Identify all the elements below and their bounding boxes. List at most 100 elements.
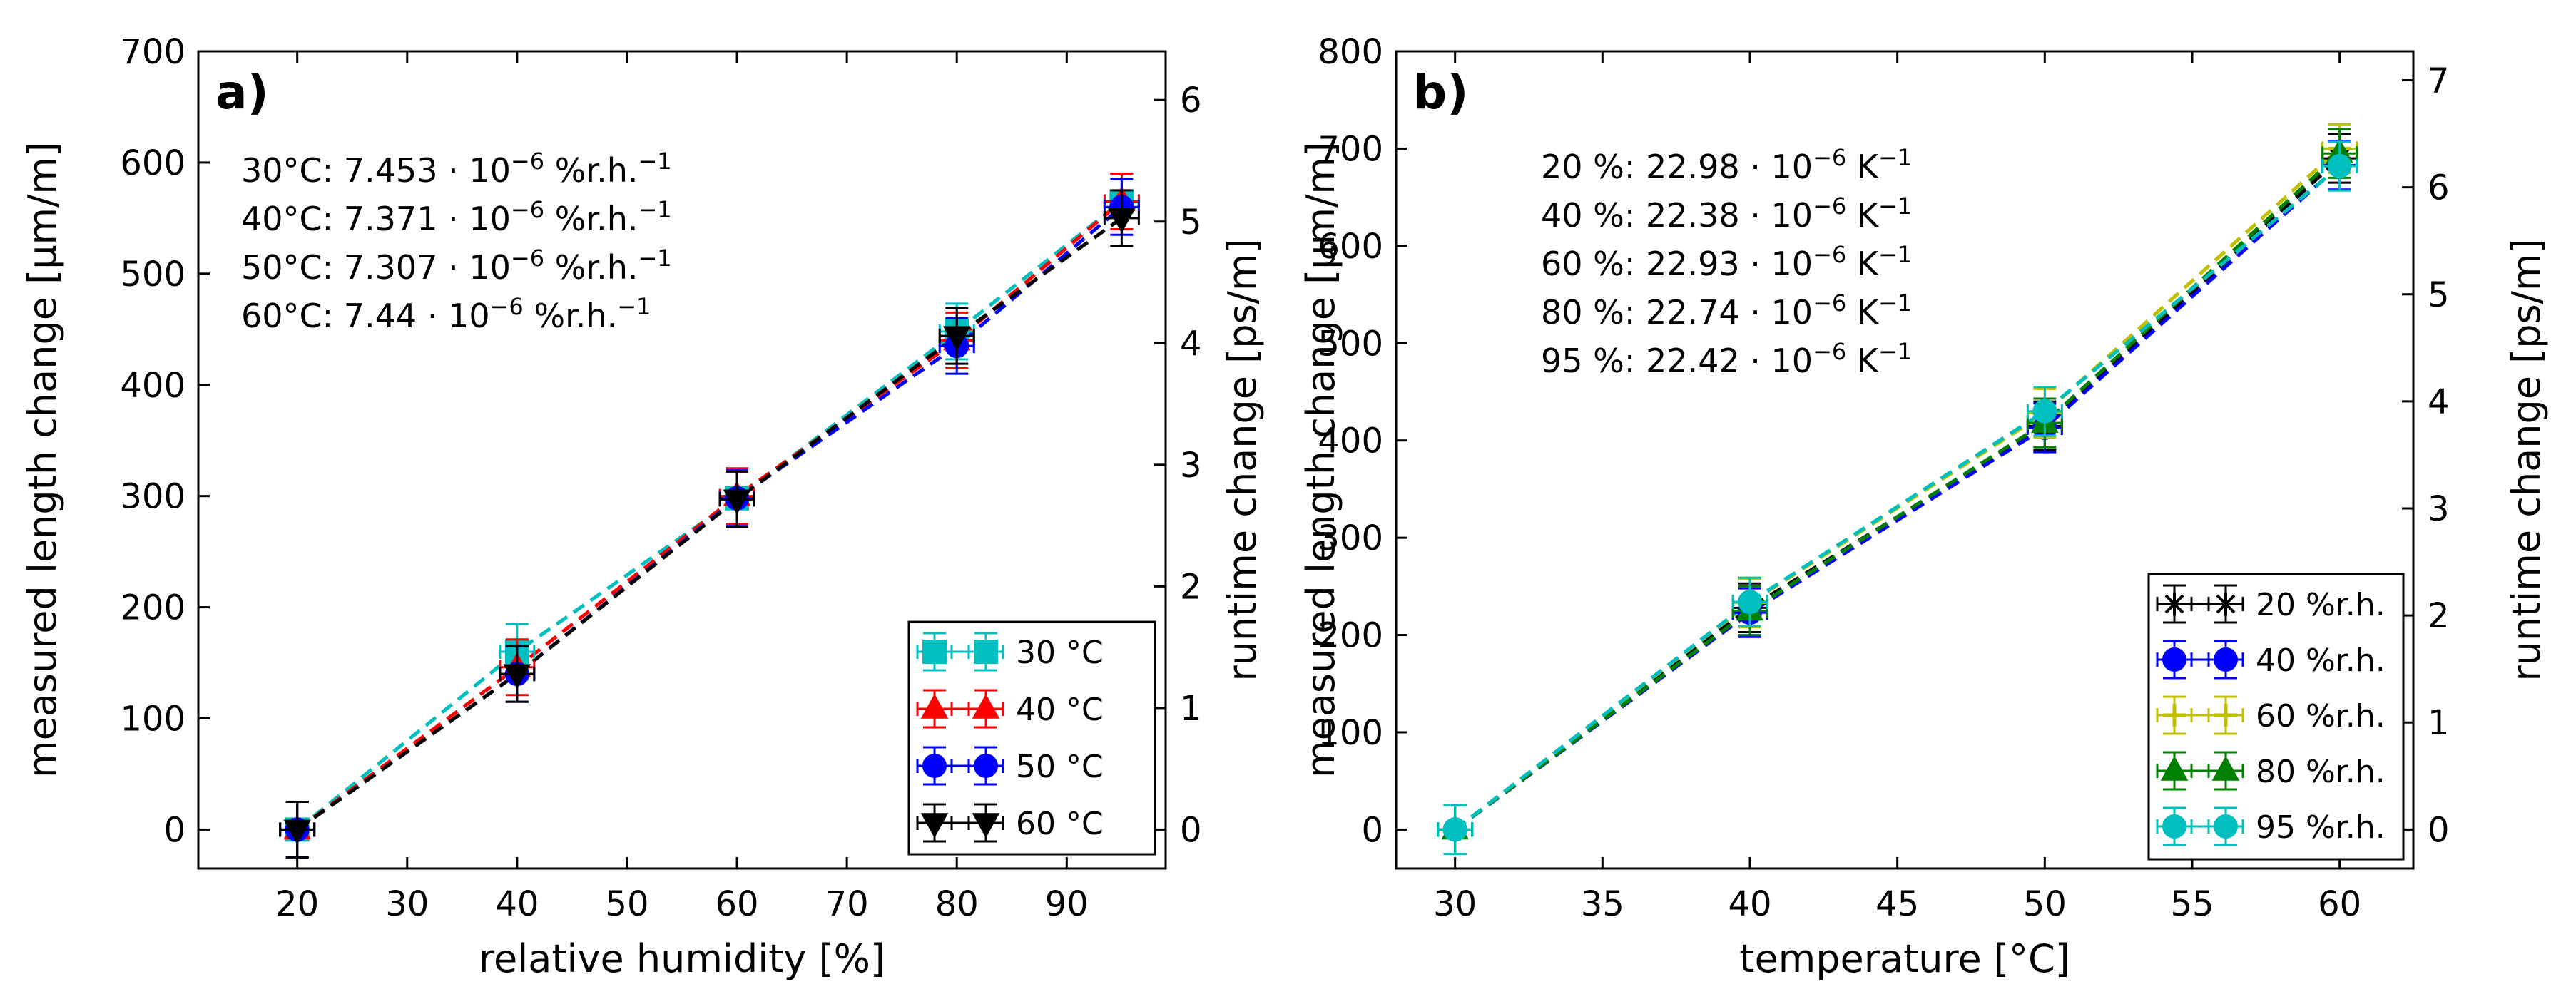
y2-tick-label: 4 [2428, 382, 2450, 422]
x-tick-label: 30 [385, 884, 429, 924]
y-tick-label: 100 [1318, 713, 1383, 753]
annotation-prefix: 30°C: 7.453 · 10 [241, 151, 511, 190]
legend: 30 °C 40 °C 50 °C 60 °C [907, 620, 1156, 856]
x-tick-label: 60 [2318, 884, 2361, 924]
legend-1-right-marker [972, 693, 1000, 719]
y-tick-label: 0 [163, 810, 185, 850]
legend-2-right-marker [2214, 704, 2237, 727]
y-tick-label: 700 [120, 32, 185, 72]
legend-1-left-marker [920, 693, 949, 719]
plot-frame [197, 50, 1167, 870]
y-tick-label: 400 [1318, 421, 1383, 461]
annotation-exp: −6 [1813, 290, 1846, 317]
legend-0-left-marker [2163, 593, 2186, 615]
legend-2-left-marker [922, 754, 947, 778]
annotation-exp: −6 [1813, 144, 1846, 171]
annotation-unit: %r.h. [544, 151, 638, 190]
slope-annotation-3: 60°C: 7.44 · 10−6 %r.h.−1 [241, 293, 651, 335]
series-1-line [1454, 163, 2341, 831]
y2-tick-label: 0 [1180, 810, 1202, 850]
annotation-unit_exp: −1 [1878, 241, 1912, 268]
series-4-line [1454, 165, 2341, 831]
legend-label-2: 60 %r.h. [2256, 698, 2386, 734]
y2-tick-label: 2 [1180, 567, 1202, 607]
x-tick-label: 70 [825, 884, 869, 924]
annotation-unit_exp: −1 [617, 293, 651, 320]
slope-annotation-0: 30°C: 7.453 · 10−6 %r.h.−1 [241, 148, 672, 190]
y2-tick-label: 5 [1180, 203, 1202, 242]
y-axis-label: measured length change [μm/m] [20, 142, 65, 778]
y2-tick-label: 3 [1180, 446, 1202, 486]
y2-tick-label: 3 [2428, 489, 2450, 529]
annotation-exp: −6 [1813, 193, 1846, 220]
y-tick-label: 200 [120, 588, 185, 628]
legend-label-3: 60 °C [1016, 806, 1104, 842]
slope-annotation-1: 40 %: 22.38 · 10−6 K−1 [1541, 193, 1912, 235]
slope-annotation-3: 80 %: 22.74 · 10−6 K−1 [1541, 290, 1912, 332]
legend-3-right-marker [972, 813, 1000, 839]
y2-tick-label: 2 [2428, 596, 2450, 636]
legend-label-4: 95 %r.h. [2256, 809, 2386, 846]
y-tick-label: 200 [1318, 616, 1383, 656]
legend-2-right-marker [974, 754, 998, 778]
series-4-point-3-marker [2327, 153, 2352, 178]
legend-label-0: 30 °C [1016, 635, 1104, 671]
series-3-point-4-marker [1108, 208, 1136, 234]
annotation-unit: K [1846, 342, 1880, 380]
legend-label-0: 20 %r.h. [2256, 587, 2386, 623]
y2-tick-label: 6 [2428, 168, 2450, 208]
y2-axis-label: runtime change [ps/m] [1220, 238, 1265, 681]
y-axis-label: measured length change [μm/m] [1298, 142, 1343, 778]
y-tick-label: 500 [1318, 324, 1383, 364]
x-axis-label: temperature [°C] [1739, 936, 2070, 981]
panel-label: b) [1413, 65, 1468, 120]
annotation-prefix: 60 %: 22.93 · 10 [1541, 245, 1813, 283]
annotation-unit_exp: −1 [1878, 144, 1912, 171]
x-tick-label: 80 [935, 884, 979, 924]
slope-annotation-1: 40°C: 7.371 · 10−6 %r.h.−1 [241, 196, 672, 238]
y-tick-label: 500 [120, 255, 185, 294]
annotation-unit: K [1846, 293, 1880, 332]
y-tick-label: 100 [120, 700, 185, 739]
annotation-prefix: 80 %: 22.74 · 10 [1541, 293, 1813, 332]
x-tick-label: 40 [1728, 884, 1771, 924]
annotation-unit: K [1846, 196, 1880, 235]
annotation-prefix: 50°C: 7.307 · 10 [241, 248, 511, 287]
annotation-exp: −6 [511, 148, 544, 175]
annotation-prefix: 95 %: 22.42 · 10 [1541, 342, 1813, 380]
annotation-unit_exp: −1 [638, 148, 671, 175]
x-axis-label: relative humidity [%] [479, 936, 885, 981]
annotation-exp: −6 [490, 293, 524, 320]
legend-4-right-marker [2214, 814, 2238, 839]
y-tick-label: 800 [1318, 32, 1383, 72]
annotation-unit_exp: −1 [1878, 290, 1912, 317]
series-4-point-1-marker [1738, 590, 1762, 615]
annotation-unit_exp: −1 [638, 245, 671, 272]
annotation-exp: −6 [1813, 241, 1846, 268]
slope-annotation-2: 50°C: 7.307 · 10−6 %r.h.−1 [241, 245, 672, 287]
y2-tick-label: 7 [2428, 61, 2450, 101]
y-tick-label: 600 [120, 143, 185, 183]
x-tick-label: 40 [495, 884, 539, 924]
y2-tick-label: 1 [1180, 689, 1202, 729]
annotation-prefix: 40 %: 22.38 · 10 [1541, 196, 1813, 235]
plot-frame [1395, 50, 2415, 870]
y-tick-label: 300 [120, 477, 185, 517]
x-tick-label: 50 [2023, 884, 2067, 924]
annotation-unit: %r.h. [524, 297, 617, 335]
series-3-point-0-marker [283, 819, 311, 845]
legend-0-left-marker [922, 640, 947, 664]
y2-tick-label: 6 [1180, 81, 1202, 121]
series-1-line [296, 200, 1123, 831]
x-tick-label: 35 [1581, 884, 1624, 924]
annotation-unit: K [1846, 245, 1880, 283]
annotation-exp: −6 [511, 245, 544, 272]
x-tick-label: 30 [1433, 884, 1477, 924]
chart-a: 20 30 40 50 60 70 80 90 0 100 200 300 400 500 600 700 0 1… [20, 32, 1265, 981]
y-tick-label: 400 [120, 366, 185, 406]
slope-annotation-2: 60 %: 22.93 · 10−6 K−1 [1541, 241, 1912, 283]
series-0-line [296, 200, 1123, 831]
annotation-prefix: 60°C: 7.44 · 10 [241, 297, 490, 335]
y-tick-label: 0 [1361, 810, 1383, 850]
